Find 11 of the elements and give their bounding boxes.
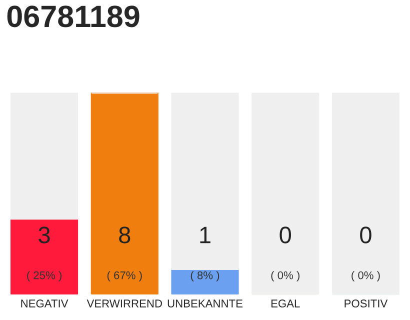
data-label: 3 ( 25% )	[27, 226, 62, 282]
data-label: 0 ( 0% )	[352, 226, 380, 282]
x-tick-label: POSITIV	[344, 300, 388, 308]
data-label: 1 ( 8% )	[190, 226, 220, 282]
x-tick-label: UNBEKANNTE	[168, 300, 242, 308]
data-label: 0 ( 0% )	[271, 226, 300, 282]
x-tick-label: NEGATIV	[21, 300, 68, 308]
chart-title: 06781189	[7, 6, 140, 28]
x-tick-label: VERWIRREND	[86, 300, 162, 308]
x-tick-label: EGAL	[271, 300, 300, 308]
data-label: 8 ( 67% )	[107, 226, 142, 282]
